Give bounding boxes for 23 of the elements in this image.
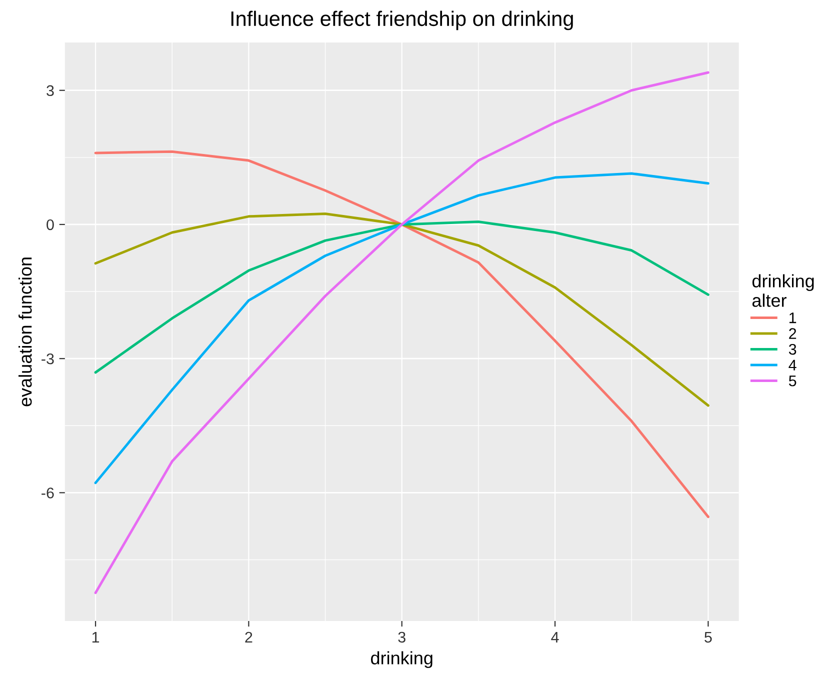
legend-label: 1 [790, 312, 796, 324]
y-axis-title: evaluation function [18, 258, 32, 406]
x-tick-label: 4 [551, 632, 559, 642]
line-series [94, 172, 710, 484]
line-series [94, 212, 710, 407]
line-series [94, 220, 710, 374]
legend-label: 3 [788, 344, 796, 355]
line-series [94, 150, 710, 518]
x-tick-label: 1 [92, 632, 100, 642]
legend-label: 2 [789, 328, 796, 339]
y-tick-label: -3 [42, 353, 54, 364]
x-tick-label: 2 [245, 632, 252, 642]
line-series [94, 71, 710, 594]
legend-title: drinking alter [752, 274, 814, 307]
legend-label: 4 [788, 360, 796, 370]
x-axis-title: drinking [371, 651, 432, 668]
y-tick-label: 0 [46, 219, 54, 230]
legend-label: 5 [788, 376, 796, 386]
x-tick-label: 5 [704, 632, 712, 643]
y-tick-label: 3 [46, 85, 54, 96]
x-tick-label: 3 [398, 632, 406, 643]
chart-title: Influence effect friendship on drinking [231, 10, 573, 30]
y-tick-label: -6 [42, 488, 54, 498]
